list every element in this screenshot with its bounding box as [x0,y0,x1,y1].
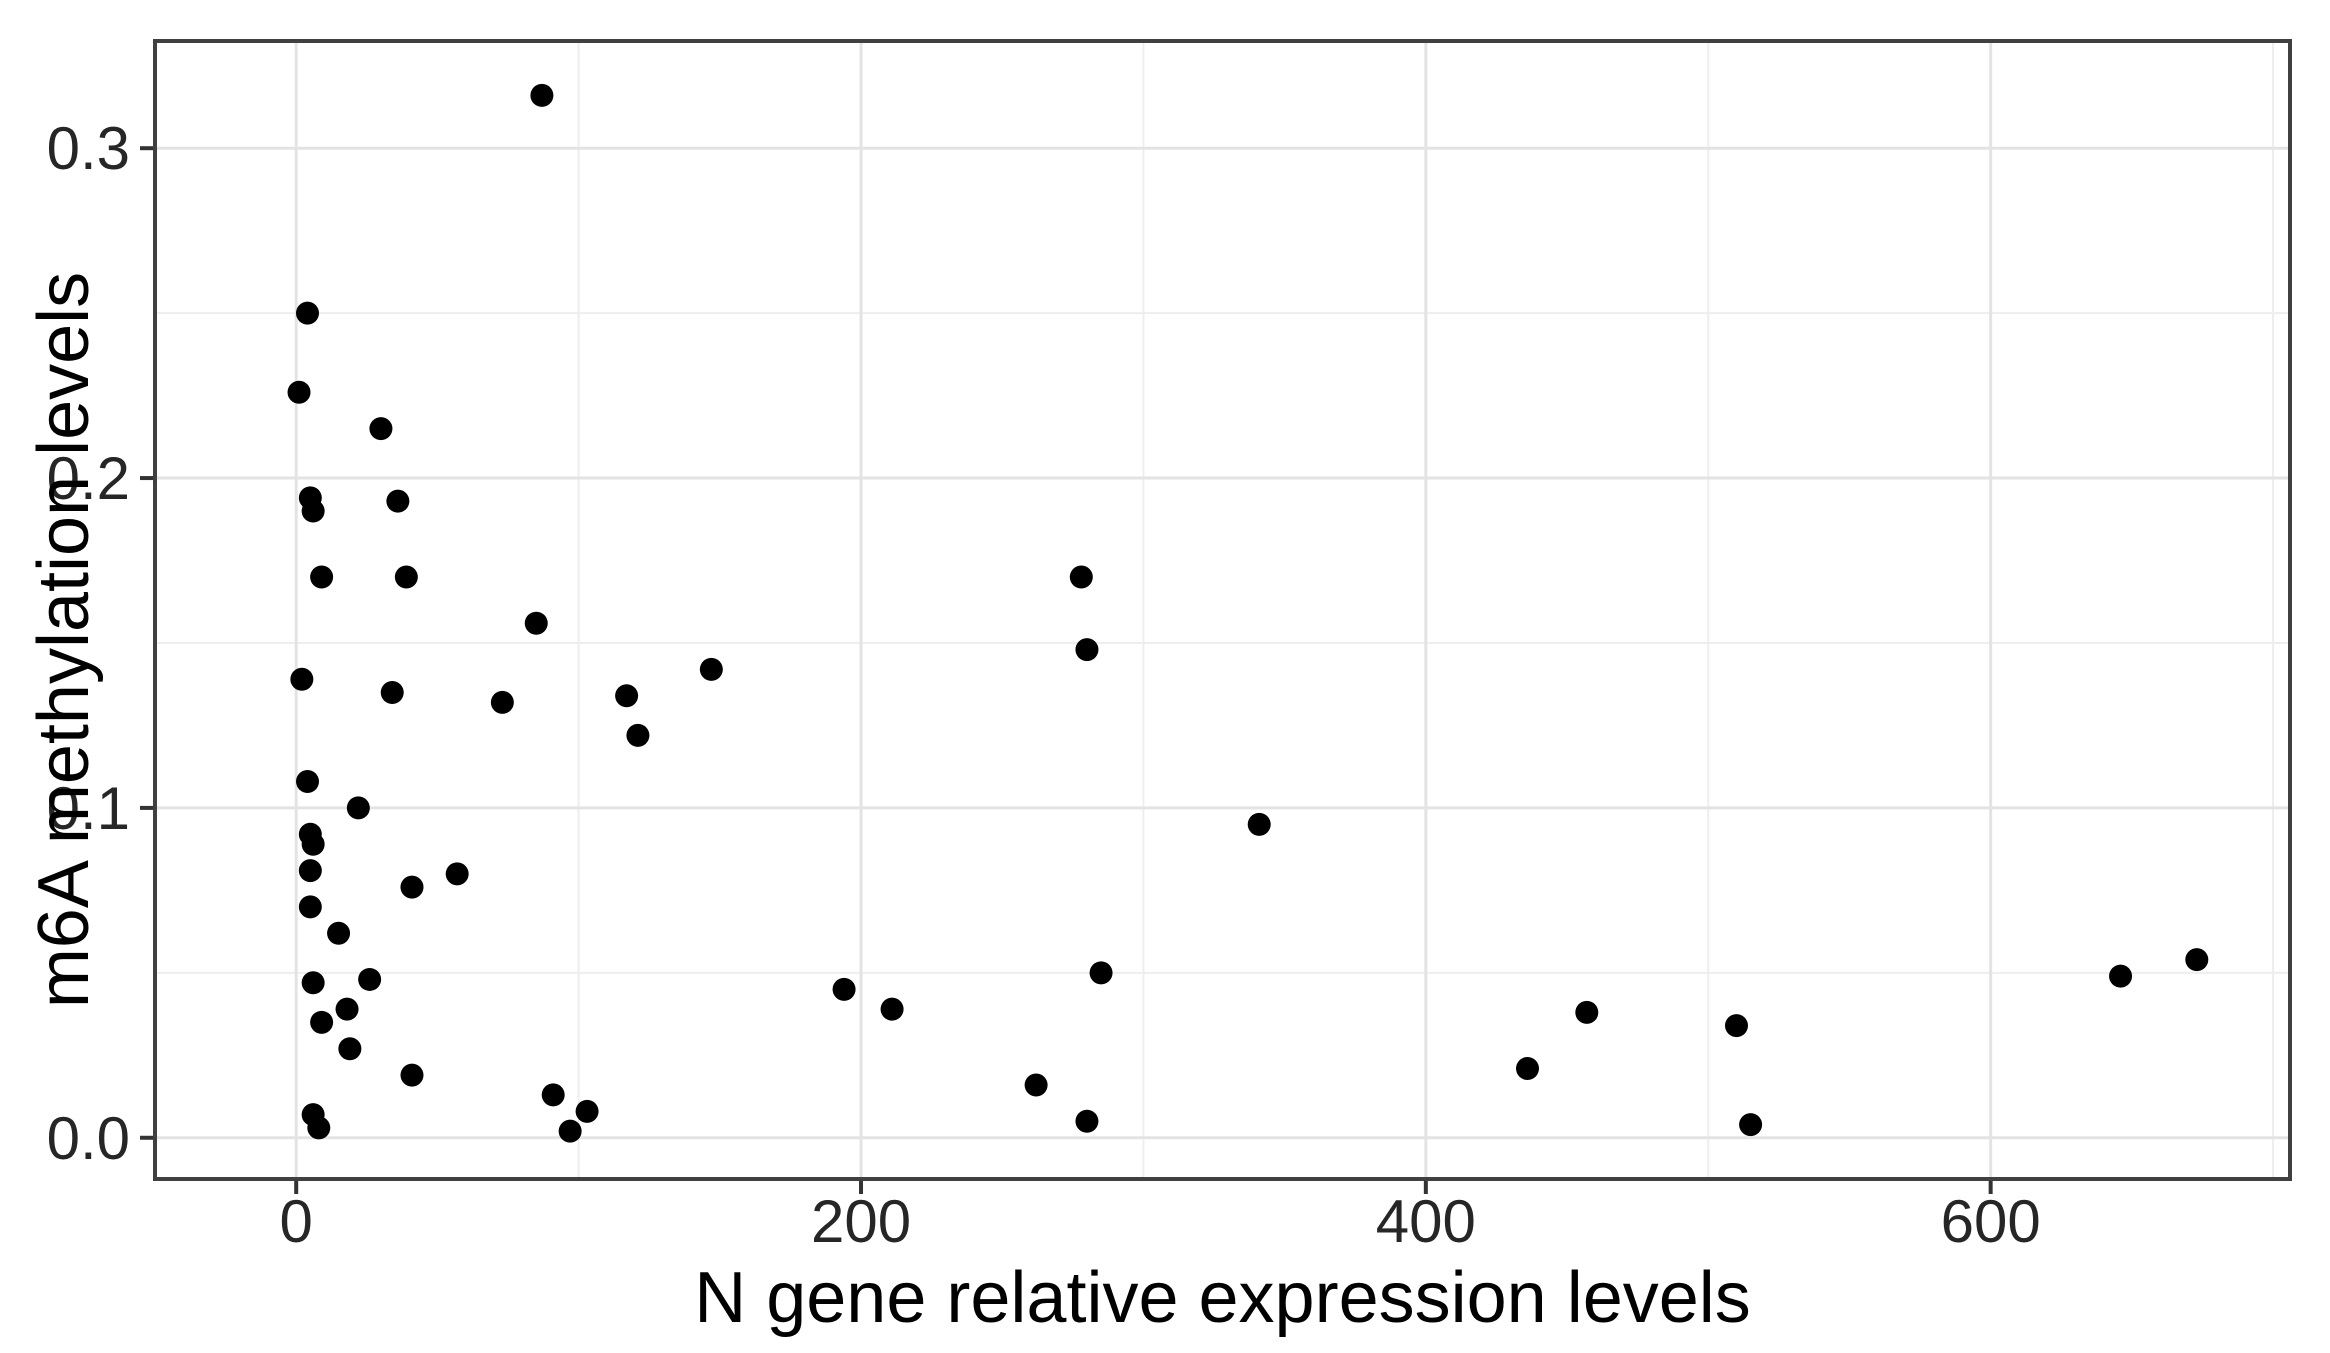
data-point [558,1119,582,1143]
data-point [1247,812,1271,836]
x-tick-label: 0 [280,1188,313,1255]
data-point [2185,948,2209,972]
data-point [445,862,469,886]
data-point [832,977,856,1001]
data-point [290,667,314,691]
data-point [298,859,322,883]
panel-background [155,41,2290,1179]
data-point [1575,1000,1599,1024]
data-point [394,565,418,589]
data-point [1089,961,1113,985]
data-point [1739,1113,1763,1137]
data-point [296,770,319,794]
x-tick-label: 400 [1376,1188,1476,1255]
data-point [380,680,404,704]
data-point [490,690,514,714]
data-point [327,921,351,945]
data-point [301,832,325,856]
y-axis-title: m6A methylation levels [24,271,104,1009]
data-point [1075,638,1099,662]
data-point [1075,1109,1099,1133]
data-point [310,1010,334,1034]
data-point [1724,1014,1748,1038]
x-tick-label: 200 [811,1188,911,1255]
data-point [386,489,410,513]
x-tick-label: 600 [1941,1188,2041,1255]
data-point [358,967,382,991]
data-point [301,971,325,995]
data-point [626,723,650,747]
data-point [369,417,393,441]
data-point [530,83,554,107]
data-point [1069,565,1093,589]
data-point [880,997,904,1021]
data-point [615,684,639,708]
y-tick-label: 0.0 [47,1105,130,1172]
data-point [310,565,334,589]
y-tick-label: 0.3 [47,115,130,182]
data-point [400,1063,424,1087]
data-point [1024,1073,1048,1097]
data-point [296,301,319,325]
panel-border [153,39,2292,1181]
x-axis-title: N gene relative expression levels [694,1258,1751,1338]
data-point [307,1116,331,1140]
data-point [699,657,723,681]
data-point [2109,964,2133,988]
data-point [287,380,311,404]
data-point [541,1083,565,1107]
data-point [575,1099,599,1123]
y-tick-label: 0.1 [47,775,130,842]
y-tick-label: 0.2 [47,445,130,512]
data-point [338,1037,362,1061]
data-point [298,895,322,919]
data-point [1516,1056,1539,1080]
data-point [346,796,370,820]
data-point [400,875,424,899]
data-point [524,611,548,635]
data-point [301,499,325,523]
data-point [335,997,359,1021]
